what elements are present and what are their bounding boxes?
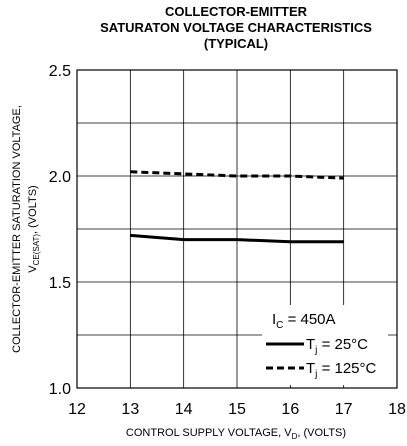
title-line-2: SATURATON VOLTAGE CHARACTERISTICS	[100, 20, 372, 35]
x-axis-label-sub: D	[292, 432, 298, 441]
legend-2-sub: j	[314, 369, 317, 380]
x-tick-label: 18	[388, 401, 406, 418]
legend-2-main: T	[306, 360, 315, 377]
x-tick-label: 14	[175, 401, 193, 418]
legend-condition: IC = 450A	[272, 311, 336, 331]
title-line-3: (TYPICAL)	[204, 36, 268, 51]
condition-tail: = 450A	[283, 311, 335, 328]
title-line-1: COLLECTOR-EMITTER	[165, 4, 308, 19]
y-tick-label: 1.0	[49, 381, 71, 398]
x-tick-label: 17	[335, 401, 353, 418]
y-axis-label-line-2: VCE(SAT), (VOLTS)	[27, 185, 41, 272]
series-line-1	[130, 233, 344, 244]
legend: IC = 450A Tj = 25°C Tj = 125°C	[262, 305, 388, 385]
y-tick-label: 2.5	[49, 63, 71, 80]
x-tick-labels: 12 13 14 15 16 17 18	[68, 401, 406, 418]
legend-1-sub: j	[314, 345, 317, 356]
x-axis-label-tail: , (VOLTS)	[297, 427, 346, 439]
x-tick-label: 16	[281, 401, 299, 418]
legend-entry-1: Tj = 25°C	[306, 336, 368, 356]
x-axis-label: CONTROL SUPPLY VOLTAGE, VD, (VOLTS)	[126, 427, 346, 441]
y-axis-label-line-1: COLLECTOR-EMITTER SATURATION VOLTAGE,	[11, 105, 23, 353]
chart-title: COLLECTOR-EMITTER SATURATON VOLTAGE CHAR…	[100, 4, 372, 51]
y-tick-label: 1.5	[49, 275, 71, 292]
y-axis-label: COLLECTOR-EMITTER SATURATION VOLTAGE, VC…	[11, 105, 41, 353]
legend-2-tail: = 125°C	[317, 360, 376, 377]
y-tick-labels: 1.0 1.5 2.0 2.5	[49, 63, 71, 398]
x-tick-label: 15	[228, 401, 246, 418]
legend-1-tail: = 25°C	[317, 336, 368, 353]
y-axis-label-sub: CE(SAT)	[32, 234, 41, 266]
y-axis-label-tail: , (VOLTS)	[27, 185, 39, 234]
y-tick-label: 2.0	[49, 169, 71, 186]
x-tick-label: 12	[68, 401, 86, 418]
condition-sub: C	[276, 320, 283, 331]
series-line-2	[130, 170, 344, 180]
legend-entry-2: Tj = 125°C	[306, 360, 377, 380]
x-axis-label-main: CONTROL SUPPLY VOLTAGE, V	[126, 427, 292, 439]
x-tick-label: 13	[121, 401, 139, 418]
condition-main: I	[272, 311, 276, 328]
y-axis-label-main: V	[27, 265, 39, 273]
legend-1-main: T	[306, 336, 315, 353]
series-group	[130, 170, 344, 244]
